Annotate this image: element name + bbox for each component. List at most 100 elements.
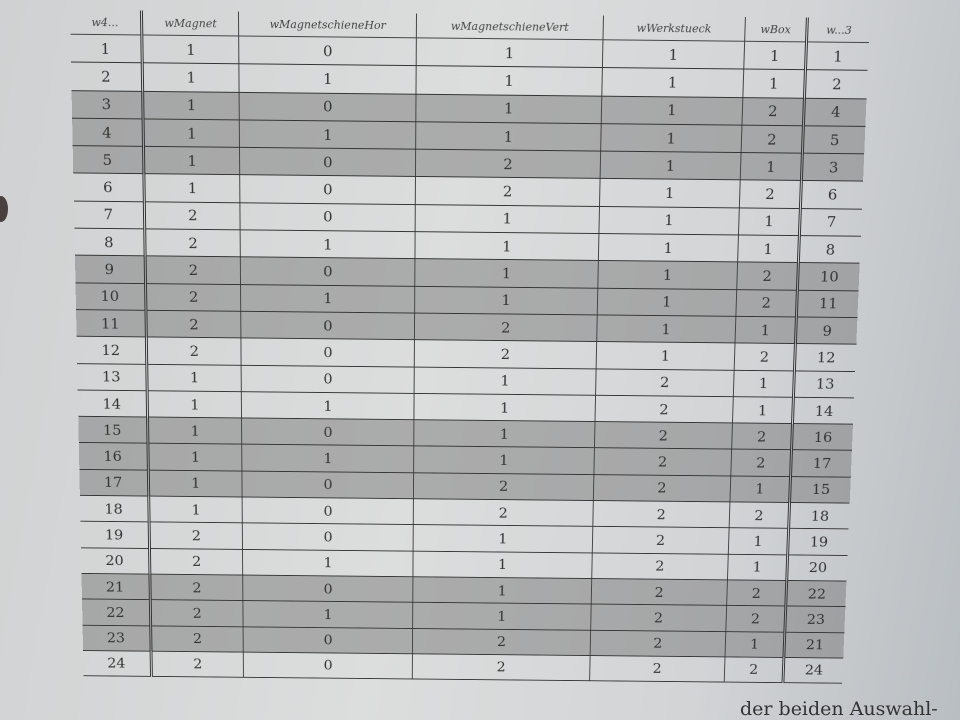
table-cell: 0	[239, 92, 417, 122]
table-cell: 1	[601, 95, 743, 126]
table-cell: 1	[412, 576, 592, 605]
table-cell: 1	[598, 206, 740, 236]
table-cell: 1	[601, 67, 744, 98]
table-cell: 0	[243, 651, 413, 680]
table-cell: 2	[144, 228, 241, 258]
table-cell: 2	[589, 655, 726, 683]
column-header: wMagnet	[141, 10, 240, 36]
table-cell: 2	[592, 500, 730, 529]
table-cell: 1	[732, 396, 794, 424]
table-cell: 2	[414, 313, 598, 342]
table-cell: 0	[241, 338, 415, 367]
table-cell: 11	[76, 309, 146, 338]
table-cell: 0	[242, 523, 414, 551]
table-cell: 1	[738, 207, 801, 236]
table-cell: 19	[787, 528, 849, 556]
table-cell: 0	[241, 418, 415, 447]
table-cell: 9	[74, 255, 146, 284]
table-cell: 17	[790, 450, 852, 477]
table-cell: 6	[73, 173, 144, 202]
table-cell: 8	[798, 235, 861, 264]
table-cell: 2	[735, 289, 798, 317]
table-cell: 8	[74, 228, 145, 257]
table-cell: 2	[145, 337, 242, 365]
table-cell: 2	[590, 578, 728, 606]
table-cell: 2	[150, 651, 244, 678]
table-cell: 1	[70, 34, 142, 64]
column-header: wMagnetschieneHor	[238, 11, 417, 38]
table-cell: 0	[242, 470, 414, 499]
table-cell: 12	[794, 343, 857, 372]
table-cell: 2	[144, 256, 241, 285]
table-cell: 9	[795, 316, 858, 345]
table-cell: 2	[730, 449, 792, 477]
table-cell: 1	[142, 118, 240, 148]
table-cell: 24	[783, 657, 844, 684]
table-cell: 1	[596, 314, 736, 344]
table-cell: 23	[82, 624, 151, 652]
table-cell: 10	[75, 282, 146, 311]
table-cell: 5	[72, 145, 144, 175]
table-cell: 1	[239, 64, 417, 94]
table-cell: 1	[413, 419, 595, 449]
table-cell: 1	[413, 524, 593, 553]
table-cell: 1	[414, 393, 596, 422]
table-cell: 2	[412, 628, 591, 656]
table-cell: 1	[728, 528, 789, 555]
table-cell: 1	[413, 446, 595, 475]
table-cell: 4	[72, 118, 144, 147]
table-cell: 5	[802, 125, 866, 154]
table-cell: 2	[591, 552, 729, 580]
table-cell: 11	[796, 289, 859, 318]
column-header: wWerkstueck	[602, 15, 746, 42]
table-cell: 0	[241, 311, 415, 340]
table-cell: 0	[241, 364, 415, 394]
table-cell: 2	[145, 283, 242, 312]
table-cell: 21	[784, 631, 845, 658]
table-cell: 1	[240, 229, 416, 259]
table-cell: 22	[82, 599, 151, 626]
table-cell: 1	[147, 469, 243, 498]
document-table-container: w4... wMagnet wMagnetschieneHor wMagnetschi…	[69, 9, 870, 684]
table-cell: 2	[736, 262, 799, 290]
table-cell: 1	[414, 366, 596, 396]
table-cell: 0	[243, 626, 413, 654]
table-cell: 13	[793, 370, 856, 398]
table-cell: 2	[734, 343, 796, 371]
table-cell: 2	[741, 125, 804, 154]
table-cell: 1	[416, 65, 603, 96]
table-cell: 2	[145, 310, 242, 339]
table-cell: 14	[77, 389, 148, 418]
table-cell: 1	[141, 34, 240, 65]
table-cell: 17	[79, 469, 149, 497]
table-cell: 0	[239, 147, 416, 177]
table-cell: 1	[239, 119, 416, 150]
table-cell: 0	[242, 497, 414, 525]
table-cell: 1	[598, 233, 739, 263]
table-cell: 2	[148, 522, 243, 550]
table-cell: 2	[415, 149, 601, 179]
table-cell: 2	[143, 201, 241, 230]
table-cell: 2	[415, 176, 600, 207]
table-cell: 2	[739, 180, 802, 209]
table-cell: 13	[77, 363, 147, 391]
table-cell: 1	[727, 553, 788, 581]
table-cell: 1	[414, 286, 598, 315]
table-cell: 2	[70, 62, 143, 91]
table-cell: 1	[735, 316, 797, 344]
binder-hole	[0, 196, 8, 222]
table-cell: 1	[143, 146, 241, 176]
table-cell: 20	[786, 554, 848, 582]
table-cell: 1	[413, 550, 593, 579]
table-cell: 1	[142, 90, 240, 120]
table-cell: 1	[805, 41, 869, 71]
table-cell: 2	[593, 474, 731, 502]
column-header: wBox	[744, 16, 808, 42]
table-cell: 2	[741, 97, 805, 126]
table-cell: 1	[725, 631, 786, 658]
table-cell: 2	[594, 395, 734, 424]
table-cell: 2	[592, 526, 730, 554]
table-cell: 2	[414, 339, 597, 369]
table-cell: 2	[590, 604, 727, 632]
table-cell: 15	[78, 416, 148, 444]
